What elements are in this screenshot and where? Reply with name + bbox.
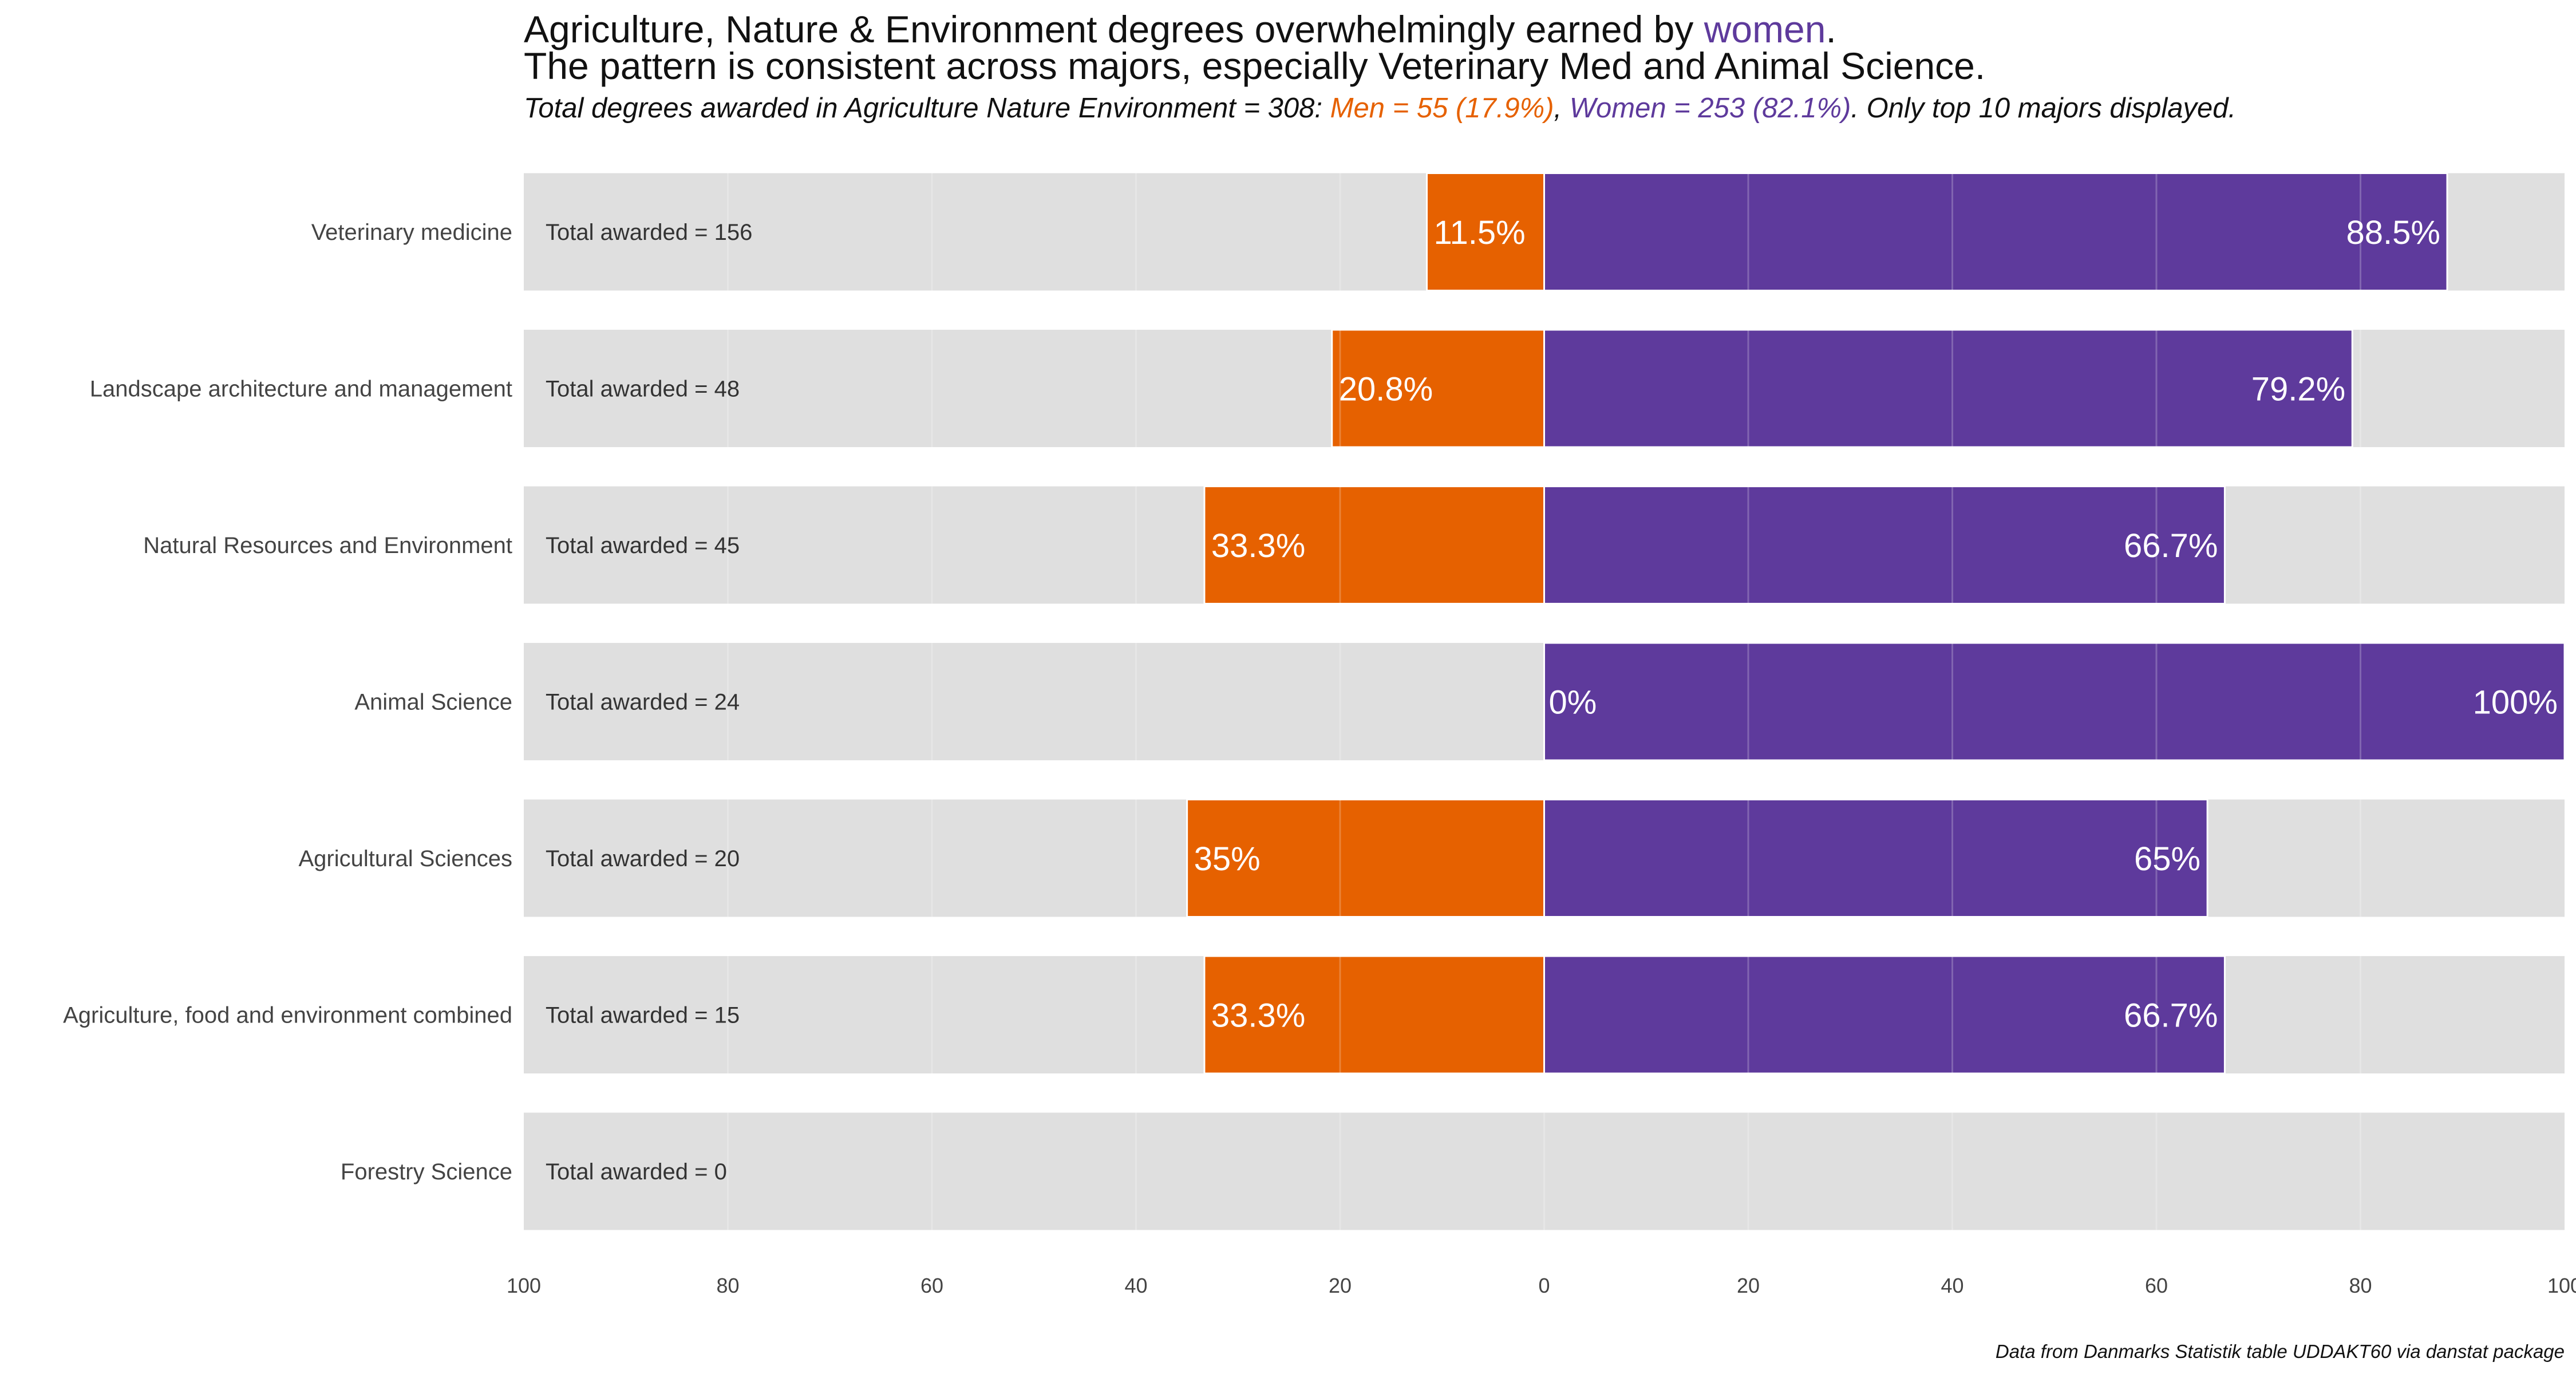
men-bar <box>1186 799 1545 918</box>
women-value-label: 100% <box>2473 684 2558 721</box>
title-women-highlight: women <box>1704 8 1826 50</box>
x-tick-label: 0 <box>1538 1274 1550 1297</box>
men-bar <box>1203 955 1545 1075</box>
men-bar <box>1203 485 1545 605</box>
x-tick-label: 100 <box>2547 1274 2576 1297</box>
total-label: Total awarded = 156 <box>546 220 752 245</box>
title-suffix: . <box>1826 8 1836 50</box>
category-label: Veterinary medicine <box>311 220 512 245</box>
subtitle-women: Women = 253 (82.1%) <box>1569 93 1851 124</box>
x-tick-label: 60 <box>2145 1274 2168 1297</box>
women-value-label: 66.7% <box>2124 997 2218 1035</box>
men-value-label: 20.8% <box>1339 371 1433 408</box>
x-tick-label: 80 <box>716 1274 739 1297</box>
women-bar <box>1543 799 2208 918</box>
women-bar <box>1543 485 2226 605</box>
category-label: Agricultural Sciences <box>299 846 513 871</box>
men-bar <box>1426 172 1545 291</box>
title-line-2: The pattern is consistent across majors,… <box>524 45 1986 87</box>
total-label: Total awarded = 45 <box>546 533 740 558</box>
subtitle-sep: , <box>1554 93 1570 124</box>
men-value-label: 33.3% <box>1211 997 1305 1035</box>
category-label: Agriculture, food and environment combin… <box>63 1003 512 1028</box>
x-tick-label: 40 <box>1124 1274 1147 1297</box>
subtitle-prefix: Total degrees awarded in Agriculture Nat… <box>524 93 1330 124</box>
men-value-label: 0% <box>1549 684 1597 721</box>
men-value-label: 11.5% <box>1434 214 1526 251</box>
women-value-label: 65% <box>2134 840 2200 878</box>
women-value-label: 79.2% <box>2251 371 2345 408</box>
source-caption: Data from Danmarks Statistik table UDDAK… <box>1995 1341 2565 1362</box>
women-value-label: 66.7% <box>2124 527 2218 564</box>
subtitle-men: Men = 55 (17.9%) <box>1330 93 1554 124</box>
men-value-label: 33.3% <box>1211 527 1305 564</box>
total-label: Total awarded = 0 <box>546 1159 727 1185</box>
men-value-label: 35% <box>1194 840 1261 878</box>
total-label: Total awarded = 48 <box>546 377 740 402</box>
subtitle-suffix: . Only top 10 majors displayed. <box>1851 93 2237 124</box>
x-tick-label: 80 <box>2349 1274 2372 1297</box>
category-label: Animal Science <box>354 690 512 715</box>
women-bar <box>1543 172 2448 291</box>
chart-subtitle: Total degrees awarded in Agriculture Nat… <box>524 94 2236 123</box>
women-bar <box>1543 642 2566 761</box>
x-tick-label: 40 <box>1941 1274 1963 1297</box>
women-bar <box>1543 329 2353 448</box>
men-bar <box>1331 329 1545 448</box>
background-bar <box>524 1112 2565 1230</box>
category-label: Forestry Science <box>341 1159 512 1185</box>
category-label: Landscape architecture and management <box>90 377 512 402</box>
x-tick-label: 100 <box>507 1274 541 1297</box>
x-tick-label: 60 <box>920 1274 943 1297</box>
title-prefix: Agriculture, Nature & Environment degree… <box>524 8 1704 50</box>
total-label: Total awarded = 15 <box>546 1003 740 1028</box>
title-line-1: Agriculture, Nature & Environment degree… <box>524 10 1836 48</box>
total-label: Total awarded = 20 <box>546 846 740 871</box>
x-tick-label: 20 <box>1329 1274 1352 1297</box>
category-label: Natural Resources and Environment <box>143 533 512 558</box>
women-bar <box>1543 955 2226 1075</box>
x-tick-label: 20 <box>1737 1274 1760 1297</box>
women-value-label: 88.5% <box>2346 214 2440 251</box>
total-label: Total awarded = 24 <box>546 690 740 715</box>
